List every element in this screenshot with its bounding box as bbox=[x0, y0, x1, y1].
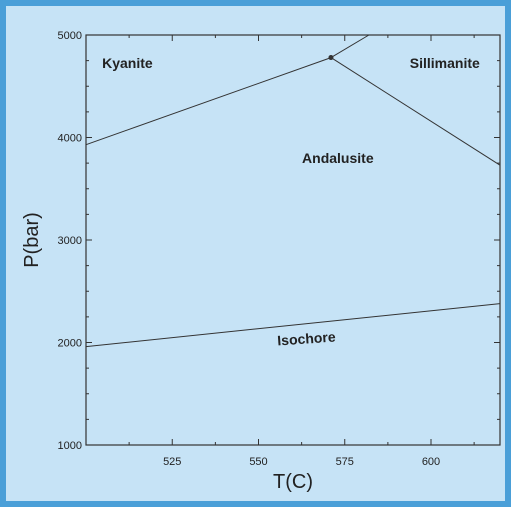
x-tick-label-600: 600 bbox=[422, 456, 440, 468]
phase-diagram-chart: 525 550 575 600 1000 2000 3000 4000 5000 Kyanite… bbox=[21, 30, 501, 493]
plot-area-border bbox=[85, 34, 501, 446]
x-tick-label-550: 550 bbox=[249, 456, 267, 468]
figure-frame: 525 550 575 600 1000 2000 3000 4000 5000 Kyanite… bbox=[6, 6, 505, 501]
phase-boundaries bbox=[85, 34, 501, 348]
boundary-line-1 bbox=[85, 57, 332, 146]
y-tick-label-1000: 1000 bbox=[58, 440, 82, 452]
region-label-isochore: Isochore bbox=[277, 329, 337, 349]
y-axis-label: P(bar) bbox=[21, 212, 43, 268]
x-tick-label-575: 575 bbox=[336, 456, 354, 468]
y-tick-label-5000: 5000 bbox=[58, 30, 82, 42]
x-axis-label: T(C) bbox=[273, 471, 313, 493]
triple-point bbox=[328, 55, 334, 61]
y-tick-label-2000: 2000 bbox=[58, 338, 82, 350]
boundary-line-4 bbox=[85, 303, 501, 348]
region-label-kyanite: Kyanite bbox=[102, 55, 153, 71]
region-labels: Kyanite Sillimanite Andalusite Isochore bbox=[102, 55, 480, 349]
y-tick-label-3000: 3000 bbox=[58, 235, 82, 247]
y-tick-label-4000: 4000 bbox=[58, 133, 82, 145]
axis-ticks: 525 550 575 600 1000 2000 3000 4000 5000 bbox=[58, 30, 500, 468]
region-label-andalusite: Andalusite bbox=[302, 150, 374, 166]
boundary-line-2 bbox=[330, 34, 370, 59]
region-label-sillimanite: Sillimanite bbox=[410, 55, 480, 71]
boundary-line-3 bbox=[330, 57, 501, 166]
x-tick-label-525: 525 bbox=[163, 456, 181, 468]
